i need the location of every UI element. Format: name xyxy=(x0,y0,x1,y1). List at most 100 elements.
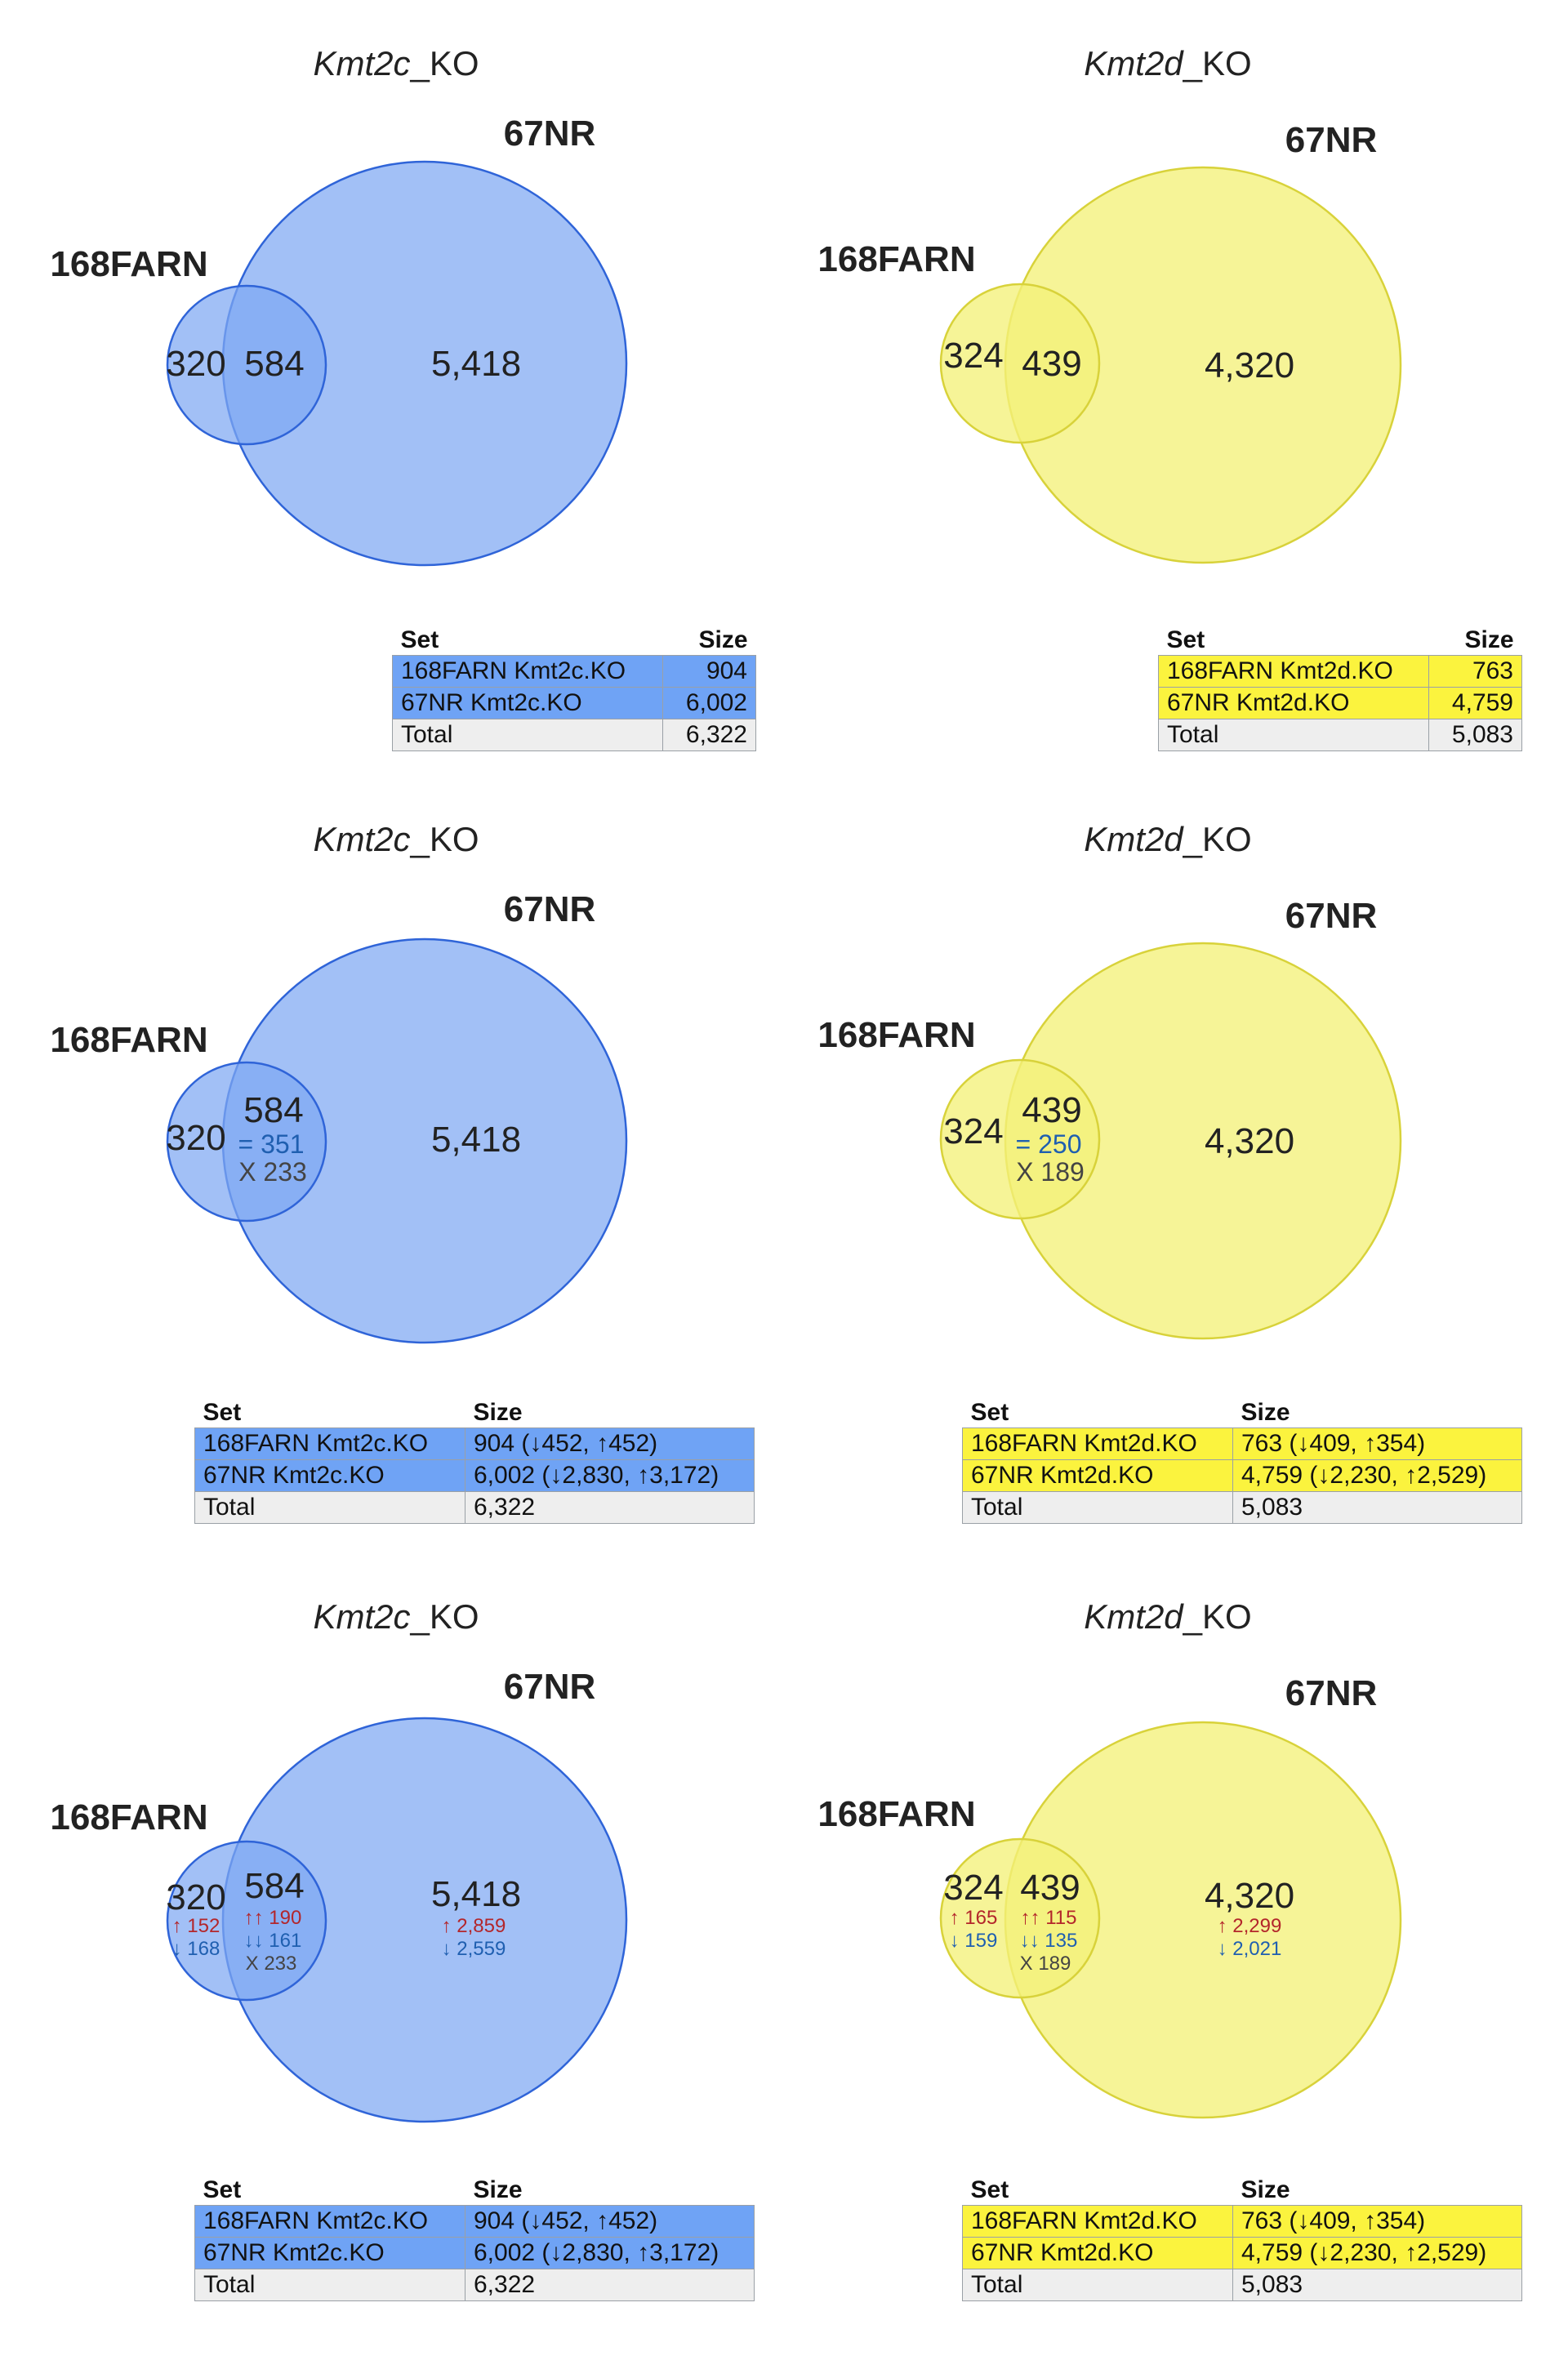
table-header-set: Set xyxy=(203,2176,242,2203)
count-168farn-only: 320 xyxy=(166,344,225,384)
table-cell-size: 763 (↓409, ↑354) xyxy=(1232,2205,1522,2238)
table-cell-size: 6,322 xyxy=(465,1491,755,1524)
table-cell-size: 763 xyxy=(1428,655,1522,688)
count-67nr-only-up: ↑ 2,859 xyxy=(442,1915,506,1937)
set-size-table: Set Size 168FARN Kmt2c.KO 904 (↓452, ↑452)… xyxy=(194,1398,755,1524)
set-label-67nr: 67NR xyxy=(504,114,596,154)
count-67nr-only: 5,418 xyxy=(431,344,521,384)
table-header-size: Size xyxy=(1241,2176,1290,2203)
table-row: 67NR Kmt2c.KO 6,002 (↓2,830, ↑3,172) xyxy=(194,2237,755,2269)
table-header-size: Size xyxy=(473,2176,523,2203)
table-header-set: Set xyxy=(1166,626,1205,653)
table-cell-set: 168FARN Kmt2d.KO xyxy=(962,2205,1233,2238)
set-label-168farn: 168FARN xyxy=(50,1020,207,1060)
venn-panel-kmt2d-3: Kmt2d_KO 67NR 168FARN 324 ↑ 165 ↓ 159 43… xyxy=(817,1597,1402,2119)
count-overlap-both-up: ↑↑ 190 xyxy=(244,1907,302,1929)
count-opposite-direction: X 233 xyxy=(246,1953,297,1975)
table-row-total: Total 6,322 xyxy=(194,1491,755,1524)
table-cell-set: 67NR Kmt2d.KO xyxy=(962,1459,1233,1492)
table-row: 168FARN Kmt2c.KO 904 xyxy=(392,655,756,688)
table-cell-set: Total xyxy=(1158,719,1429,751)
count-67nr-only: 4,320 xyxy=(1205,1876,1294,1916)
circle-168farn xyxy=(939,283,1101,444)
table-cell-size: 904 xyxy=(662,655,756,688)
table-row: 67NR Kmt2c.KO 6,002 (↓2,830, ↑3,172) xyxy=(194,1459,755,1492)
set-label-168farn: 168FARN xyxy=(817,1794,975,1834)
circle-168farn xyxy=(939,1837,1101,1999)
table-cell-set: Total xyxy=(194,2269,466,2301)
table-cell-set: 168FARN Kmt2c.KO xyxy=(194,1427,466,1460)
table-cell-set: 168FARN Kmt2c.KO xyxy=(392,655,663,688)
count-168farn-only-down: ↓ 159 xyxy=(950,1930,998,1952)
table-cell-size: 904 (↓452, ↑452) xyxy=(465,1427,755,1460)
count-overlap: 584 xyxy=(243,1090,303,1130)
table-cell-size: 4,759 (↓2,230, ↑2,529) xyxy=(1232,2237,1522,2269)
set-label-168farn: 168FARN xyxy=(50,1797,207,1837)
table-cell-size: 6,322 xyxy=(465,2269,755,2301)
table-row: 168FARN Kmt2d.KO 763 xyxy=(1158,655,1522,688)
venn-panel-kmt2d-2: Kmt2d_KO 67NR 168FARN 324 439 = 250 X 18… xyxy=(817,820,1402,1340)
table-cell-size: 6,002 xyxy=(662,687,756,719)
count-overlap-both-down: ↓↓ 161 xyxy=(244,1930,302,1952)
panel-title: Kmt2c_KO xyxy=(313,1597,479,1636)
table-cell-size: 5,083 xyxy=(1428,719,1522,751)
set-label-67nr: 67NR xyxy=(1285,896,1378,936)
table-cell-set: 67NR Kmt2d.KO xyxy=(1158,687,1429,719)
venn-panel-kmt2c-1: Kmt2c_KO 67NR 168FARN 320 584 5,418 xyxy=(50,44,628,567)
count-overlap-both-down: ↓↓ 135 xyxy=(1020,1930,1078,1952)
circle-168farn xyxy=(166,1061,327,1223)
table-header-set: Set xyxy=(203,1399,242,1426)
table-header-size: Size xyxy=(1464,626,1514,653)
count-67nr-only-down: ↓ 2,021 xyxy=(1218,1938,1282,1960)
table-header-size: Size xyxy=(473,1399,523,1426)
count-168farn-only-down: ↓ 168 xyxy=(172,1938,220,1960)
set-size-table: Set Size 168FARN Kmt2d.KO 763 (↓409, ↑354)… xyxy=(962,1398,1522,1524)
count-overlap: 439 xyxy=(1022,344,1081,384)
table-row-total: Total 6,322 xyxy=(194,2269,755,2301)
set-label-67nr: 67NR xyxy=(504,889,596,929)
set-label-67nr: 67NR xyxy=(1285,120,1378,160)
table-row-total: Total 5,083 xyxy=(962,2269,1522,2301)
count-overlap: 584 xyxy=(244,344,304,384)
count-168farn-only: 324 xyxy=(943,1868,1003,1908)
count-168farn-only: 324 xyxy=(943,336,1003,376)
table-row-total: Total 6,322 xyxy=(392,719,756,751)
set-label-67nr: 67NR xyxy=(504,1667,596,1707)
table-cell-size: 4,759 (↓2,230, ↑2,529) xyxy=(1232,1459,1522,1492)
table-cell-set: Total xyxy=(194,1491,466,1524)
count-168farn-only: 324 xyxy=(943,1111,1003,1151)
count-67nr-only: 4,320 xyxy=(1205,1121,1294,1161)
table-cell-set: Total xyxy=(962,1491,1233,1524)
venn-panel-kmt2c-2: Kmt2c_KO 67NR 168FARN 320 584 = 351 X 23… xyxy=(50,820,628,1344)
count-67nr-only-up: ↑ 2,299 xyxy=(1218,1915,1282,1937)
count-opposite-direction: X 189 xyxy=(1020,1953,1071,1975)
set-size-table: Set Size 168FARN Kmt2d.KO 763 (↓409, ↑354)… xyxy=(962,2176,1522,2301)
count-overlap: 439 xyxy=(1020,1868,1080,1908)
table-row: 168FARN Kmt2d.KO 763 (↓409, ↑354) xyxy=(962,2205,1522,2238)
count-opposite-direction: X 189 xyxy=(1016,1157,1085,1187)
table-row: 67NR Kmt2d.KO 4,759 (↓2,230, ↑2,529) xyxy=(962,2237,1522,2269)
table-cell-set: 67NR Kmt2c.KO xyxy=(194,2237,466,2269)
set-size-table: Set Size 168FARN Kmt2c.KO 904 67NR Kmt2c.K… xyxy=(392,626,756,751)
table-header-size: Size xyxy=(698,626,748,653)
table-header-set: Set xyxy=(400,626,439,653)
venn-panel-kmt2c-3: Kmt2c_KO 67NR 168FARN 320 ↑ 152 ↓ 168 58… xyxy=(50,1597,628,2123)
table-cell-set: 168FARN Kmt2d.KO xyxy=(1158,655,1429,688)
count-opposite-direction: X 233 xyxy=(238,1157,307,1187)
panel-title: Kmt2c_KO xyxy=(313,820,479,858)
set-label-168farn: 168FARN xyxy=(50,244,207,284)
circle-168farn xyxy=(166,284,327,446)
table-cell-set: 67NR Kmt2c.KO xyxy=(392,687,663,719)
table-row-total: Total 5,083 xyxy=(962,1491,1522,1524)
set-label-168farn: 168FARN xyxy=(817,239,975,279)
table-cell-set: 67NR Kmt2d.KO xyxy=(962,2237,1233,2269)
table-cell-size: 6,322 xyxy=(662,719,756,751)
table-cell-size: 904 (↓452, ↑452) xyxy=(465,2205,755,2238)
circle-168farn xyxy=(166,1840,327,2002)
count-same-direction: = 250 xyxy=(1016,1129,1082,1159)
table-cell-size: 6,002 (↓2,830, ↑3,172) xyxy=(465,1459,755,1492)
count-67nr-only-down: ↓ 2,559 xyxy=(442,1938,506,1960)
table-cell-set: 67NR Kmt2c.KO xyxy=(194,1459,466,1492)
